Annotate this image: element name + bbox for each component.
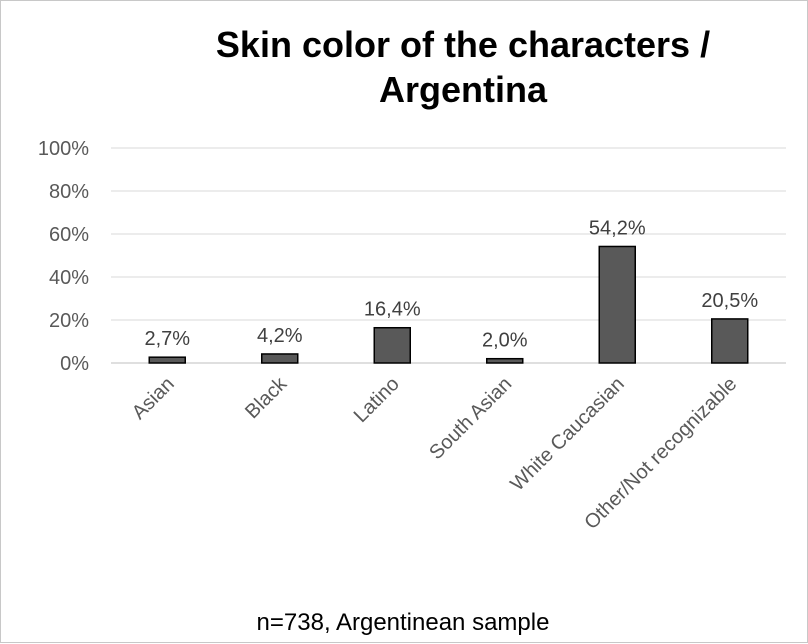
category-label: Asian [128, 373, 179, 424]
data-labels: 2,7% 4,2% 16,4% 2,0% 54,2% 20,5% [144, 217, 758, 351]
y-tick-label: 0% [60, 353, 89, 375]
data-label: 54,2% [589, 217, 646, 239]
category-label: Latino [350, 373, 404, 427]
chart-footnote: n=738, Argentinean sample [257, 609, 550, 636]
data-label: 2,7% [144, 328, 190, 350]
data-label: 2,0% [482, 330, 528, 352]
y-tick-label: 100% [38, 138, 89, 160]
bar [373, 326, 411, 364]
chart-title-line-2: Argentina [379, 69, 548, 110]
chart-title-line-1: Skin color of the characters / [216, 24, 710, 65]
category-label: White Caucasian [506, 373, 628, 495]
data-label: 20,5% [701, 290, 758, 312]
bar [598, 245, 636, 364]
data-label: 16,4% [364, 299, 421, 321]
y-tick-label: 40% [49, 267, 89, 289]
bar [486, 357, 524, 364]
category-label: Black [241, 372, 292, 423]
bar [148, 356, 186, 364]
gridlines [111, 147, 786, 364]
bars [148, 245, 749, 364]
data-label: 4,2% [257, 325, 303, 347]
category-label: South Asian [425, 373, 516, 464]
y-tick-label: 20% [49, 310, 89, 332]
y-tick-label: 80% [49, 181, 89, 203]
bar [261, 353, 299, 364]
y-tick-label: 60% [49, 224, 89, 246]
bar [711, 318, 749, 364]
y-axis-ticks: 0% 20% 40% 60% 80% 100% [38, 138, 89, 375]
